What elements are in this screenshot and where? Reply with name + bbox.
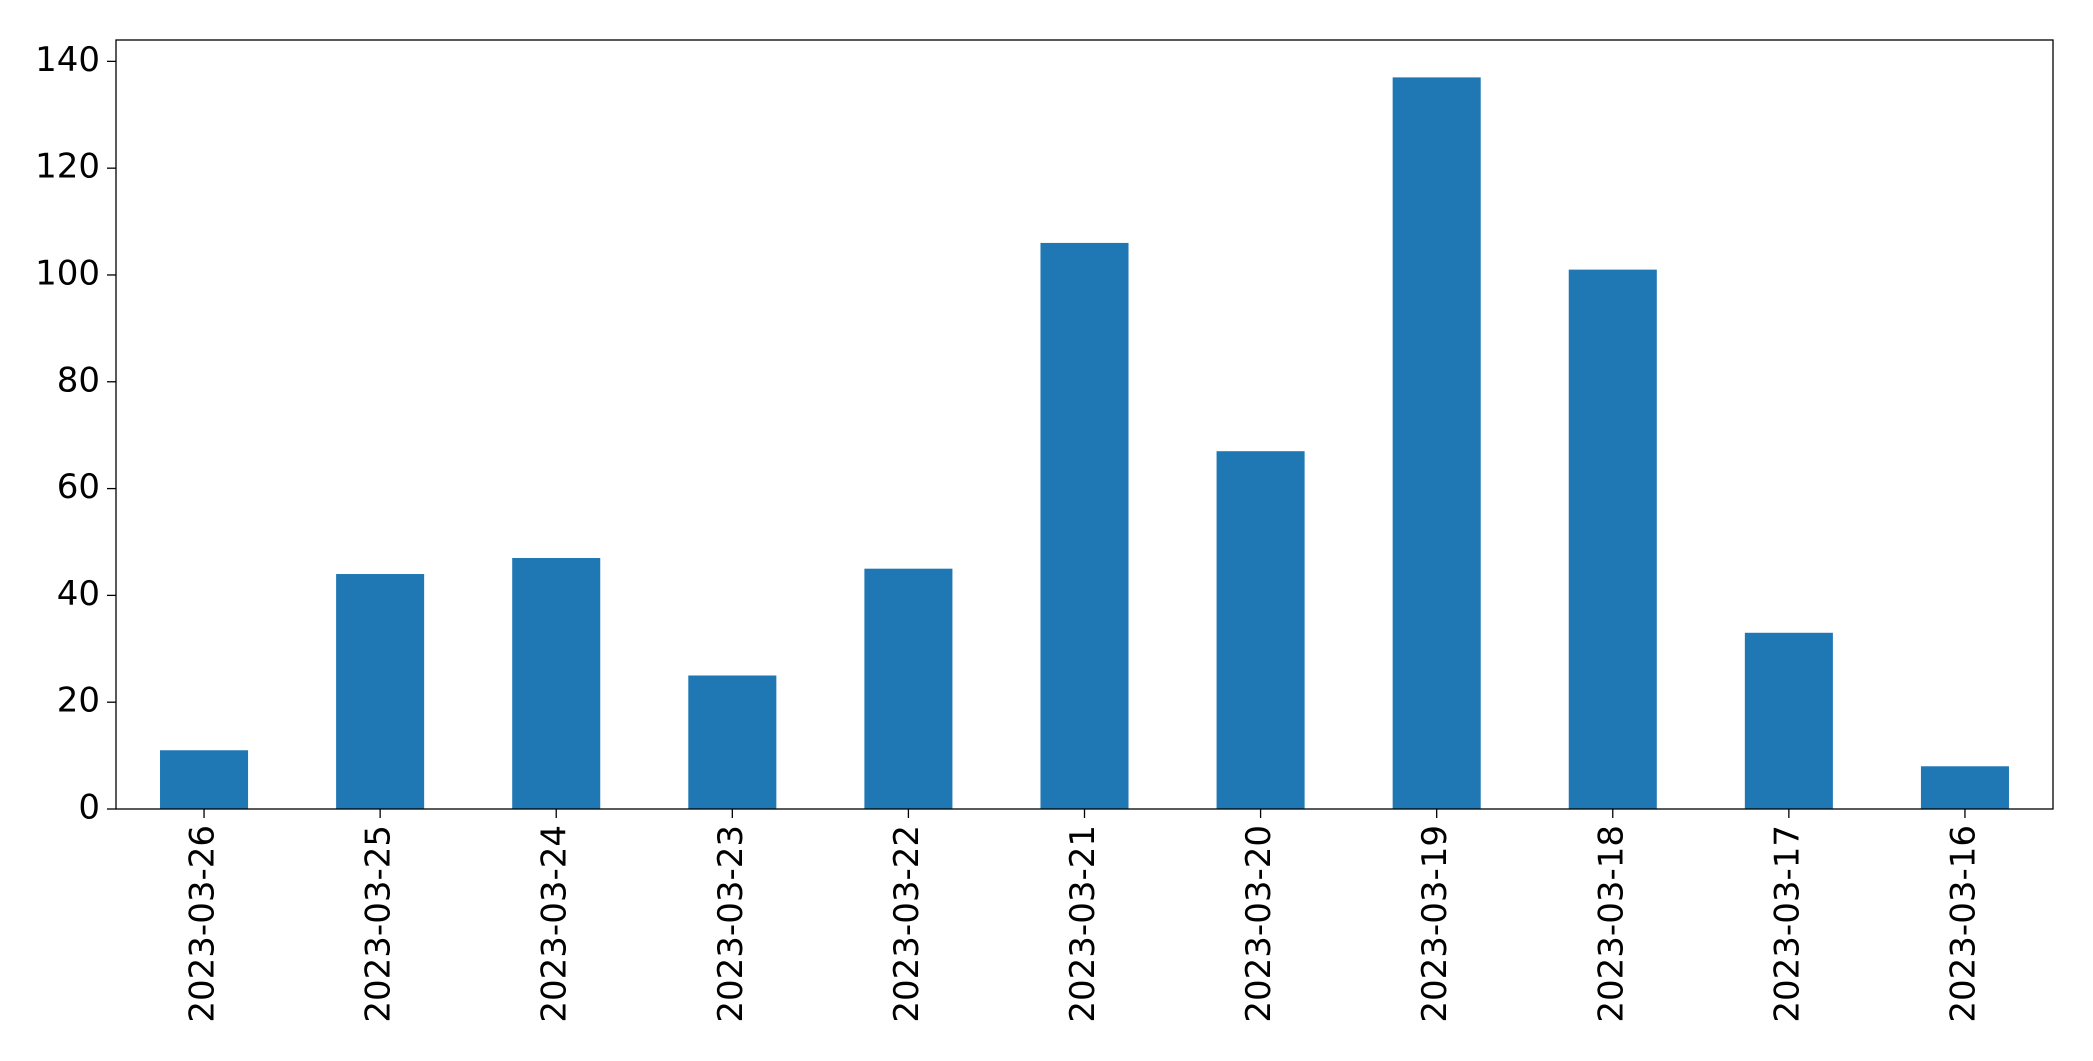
bar: [688, 675, 777, 809]
bar: [336, 574, 425, 809]
y-tick-label: 120: [35, 147, 100, 187]
bar: [1744, 632, 1833, 809]
x-tick-label: 2023-03-16: [1943, 825, 1983, 1023]
y-tick-label: 60: [57, 467, 100, 507]
plot-frame: [115, 39, 2054, 810]
x-tick-label: 2023-03-22: [887, 825, 927, 1023]
x-tick-label: 2023-03-25: [359, 825, 399, 1023]
x-tick-label: 2023-03-19: [1415, 825, 1455, 1023]
y-tick-label: 80: [57, 360, 100, 400]
bar: [512, 558, 601, 809]
x-tick-label: 2023-03-24: [535, 825, 575, 1023]
bar: [160, 750, 249, 809]
x-tick-label: 2023-03-20: [1239, 825, 1279, 1023]
y-tick-label: 100: [35, 253, 100, 293]
x-tick-label: 2023-03-23: [711, 825, 751, 1023]
x-tick-label: 2023-03-26: [183, 825, 223, 1023]
x-tick-label: 2023-03-17: [1767, 825, 1807, 1023]
x-tick-label: 2023-03-21: [1063, 825, 1103, 1023]
bar: [1568, 269, 1657, 809]
y-tick-label: 40: [57, 574, 100, 614]
x-tick-label: 2023-03-18: [1591, 825, 1631, 1023]
bar: [1920, 766, 2009, 809]
bar: [864, 568, 953, 809]
bar: [1216, 451, 1305, 809]
y-tick-label: 0: [78, 788, 100, 828]
y-tick-label: 20: [57, 681, 100, 721]
bar: [1392, 77, 1481, 809]
y-tick-label: 140: [35, 40, 100, 80]
bar: [1040, 242, 1129, 810]
